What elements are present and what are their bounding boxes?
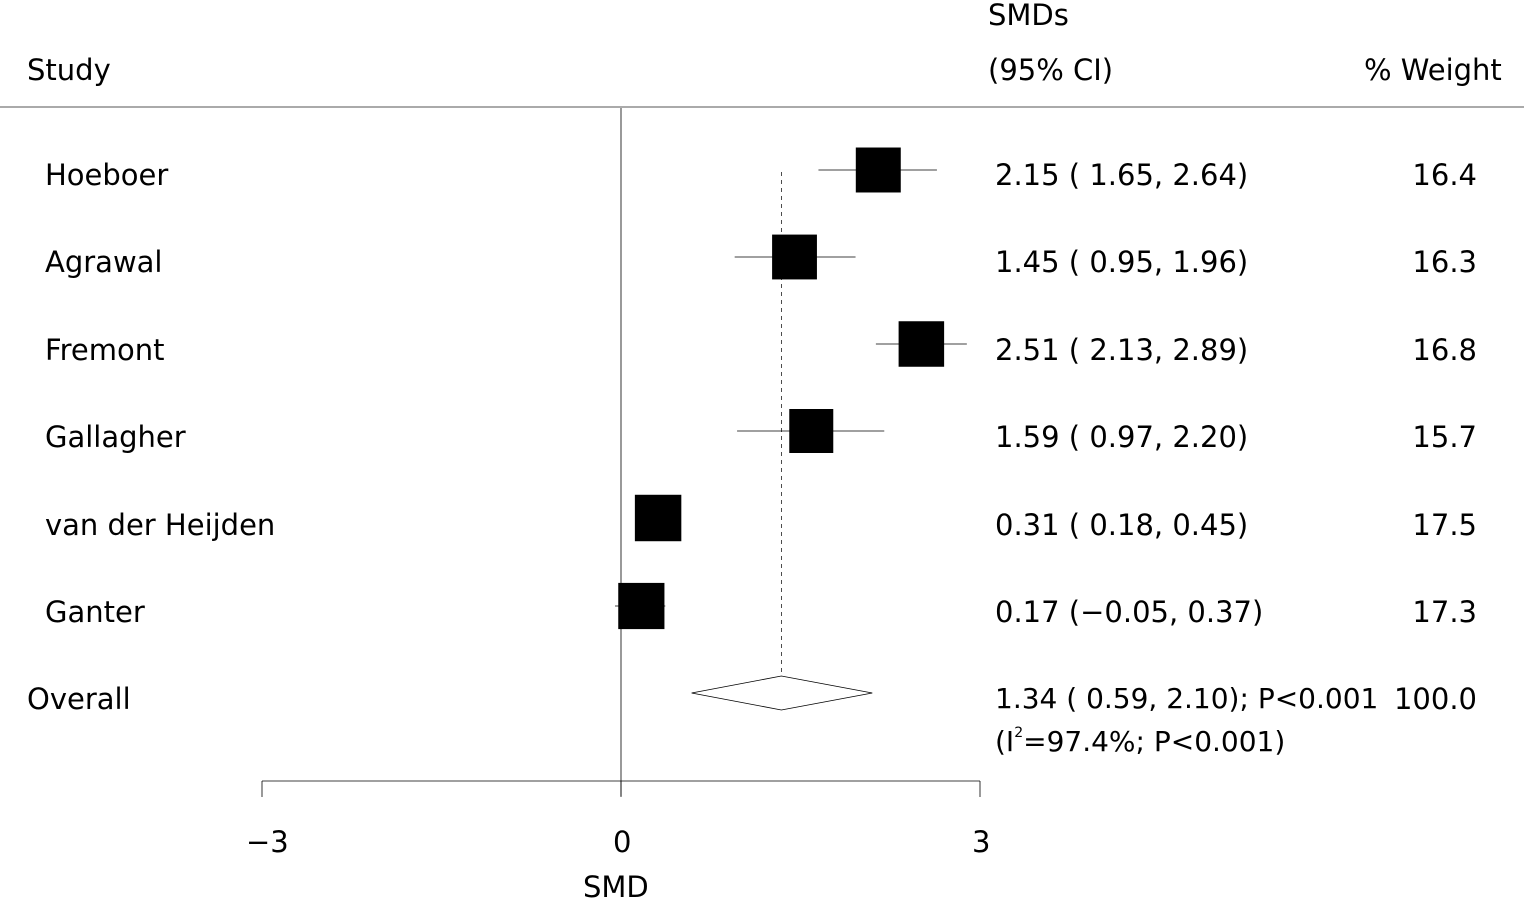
ci-text: 1.59 ( 0.97, 2.20) bbox=[995, 420, 1249, 454]
weight-text: 17.5 bbox=[1412, 508, 1477, 542]
overall-ci-text: 1.34 ( 0.59, 2.10); P<0.001 bbox=[995, 682, 1379, 715]
header-weight: % Weight bbox=[1364, 53, 1502, 87]
weight-text: 16.3 bbox=[1412, 245, 1477, 279]
ci-text: 2.15 ( 1.65, 2.64) bbox=[995, 158, 1249, 192]
ci-text: 0.31 ( 0.18, 0.45) bbox=[995, 508, 1249, 542]
header-smd-line1: SMDs bbox=[988, 0, 1069, 32]
weight-text: 15.7 bbox=[1412, 420, 1477, 454]
het-sup: 2 bbox=[1014, 724, 1024, 741]
study-marker bbox=[634, 494, 682, 542]
ci-text: 0.17 (−0.05, 0.37) bbox=[995, 595, 1264, 629]
weight-text: 17.3 bbox=[1412, 595, 1477, 629]
study-label: Gallagher bbox=[45, 420, 186, 454]
ci-text: 1.45 ( 0.95, 1.96) bbox=[995, 245, 1249, 279]
study-marker bbox=[618, 582, 665, 630]
study-marker bbox=[772, 234, 817, 280]
weight-text: 16.4 bbox=[1412, 158, 1477, 192]
study-label: Ganter bbox=[45, 595, 145, 629]
study-label: Hoeboer bbox=[45, 158, 169, 192]
x-tick-label: −3 bbox=[246, 825, 289, 859]
x-tick-label: 3 bbox=[972, 825, 991, 859]
study-marker bbox=[898, 321, 945, 367]
study-label: van der Heijden bbox=[45, 508, 276, 542]
study-label: Agrawal bbox=[45, 245, 163, 279]
ci-text: 2.51 ( 2.13, 2.89) bbox=[995, 333, 1249, 367]
header-smd-line2: (95% CI) bbox=[988, 53, 1114, 87]
heterogeneity-text: (I2=97.4%; P<0.001) bbox=[995, 724, 1286, 758]
x-axis-title: SMD bbox=[583, 870, 649, 904]
study-marker bbox=[855, 147, 901, 193]
overall-weight-text: 100.0 bbox=[1393, 682, 1477, 716]
weight-text: 16.8 bbox=[1412, 333, 1477, 367]
study-marker bbox=[789, 409, 834, 453]
het-suffix: =97.4%; P<0.001) bbox=[1023, 725, 1286, 758]
x-tick-label: 0 bbox=[613, 825, 632, 859]
study-label: Fremont bbox=[45, 333, 165, 367]
header-study: Study bbox=[27, 53, 111, 87]
het-prefix: (I bbox=[995, 725, 1015, 758]
overall-diamond bbox=[691, 675, 873, 711]
overall-label: Overall bbox=[27, 682, 131, 716]
